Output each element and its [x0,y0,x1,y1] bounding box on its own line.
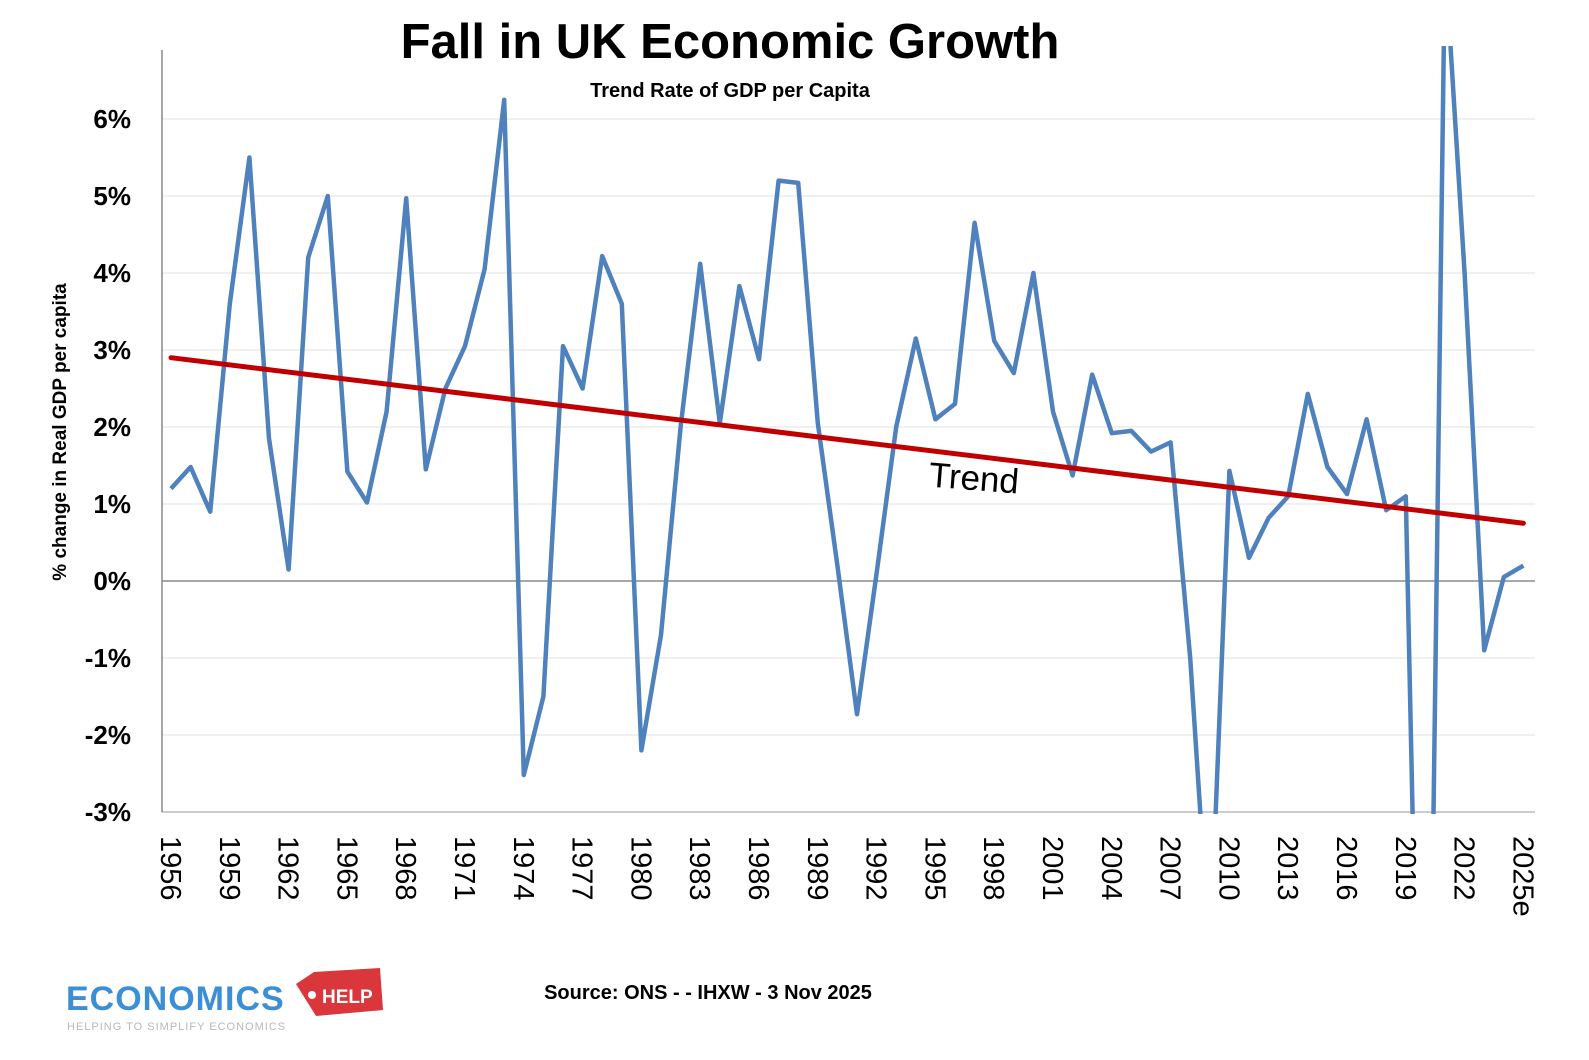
logo-tag-text: HELP [322,987,373,1008]
y-tick-labels: -3% -2% -1% 0% 1% 2% 3% 4% 5% 6% [85,104,131,827]
x-tick-label: 2016 [1330,836,1362,901]
x-tick-label: 2007 [1154,836,1186,901]
x-tick-label: 2004 [1095,836,1127,901]
chart-title: Fall in UK Economic Growth [401,15,1060,69]
x-tick-labels: 1956 1959 1962 1965 1968 1971 1974 1977 1980 1983… [154,836,1538,917]
chart-subtitle: Trend Rate of GDP per Capita [590,80,871,102]
y-tick-label: 4% [93,258,131,288]
x-tick-label: 1974 [507,836,539,901]
y-tick-label: 0% [93,566,131,596]
y-tick-label: 5% [93,181,131,211]
x-tick-label: 1977 [566,836,598,901]
x-tick-label: 1962 [272,836,304,901]
source-note: Source: ONS - - IHXW - 3 Nov 2025 [544,982,872,1004]
y-tick-label: 6% [93,104,131,134]
y-tick-label: -1% [85,643,131,673]
x-tick-label: 1980 [624,836,656,901]
x-tick-label: 1983 [683,836,715,901]
x-tick-label: 1959 [213,836,245,901]
y-tick-label: -3% [85,797,131,827]
x-tick-label: 2022 [1448,836,1480,901]
trend-line [168,355,1526,526]
trend-annotation: Trend [927,456,1020,502]
logo-wordmark: ECONOMICS [66,980,285,1018]
x-tick-label: 1968 [389,836,421,901]
y-tick-label: 1% [93,489,131,519]
y-tick-label: 2% [93,412,131,442]
x-tick-label: 2019 [1389,836,1421,901]
logo-tag-shape [296,968,383,1016]
series-layer [168,46,1526,814]
x-tick-label: 2001 [1036,836,1068,901]
x-tick-label: 1998 [977,836,1009,901]
logo-tag-hole [308,991,316,999]
x-tick-label: 1992 [860,836,892,901]
logo-tagline: HELPING TO SIMPLIFY ECONOMICS [67,1021,286,1033]
x-tick-label: 2010 [1212,836,1244,901]
x-tick-label: 2013 [1271,836,1303,901]
gdp-per-capita-line [169,46,1525,814]
x-tick-label: 2025e [1506,836,1538,917]
y-tick-label: -2% [85,720,131,750]
x-tick-label: 1986 [742,836,774,901]
economics-help-logo: ECONOMICS HELP HELPING TO SIMPLIFY ECONO… [66,968,383,1033]
x-tick-label: 1971 [448,836,480,901]
x-tick-label: 1965 [330,836,362,901]
y-axis-label: % change in Real GDP per capita [50,283,71,581]
x-tick-label: 1956 [154,836,186,901]
x-tick-label: 1995 [918,836,950,901]
y-tick-label: 3% [93,335,131,365]
x-tick-label: 1989 [801,836,833,901]
